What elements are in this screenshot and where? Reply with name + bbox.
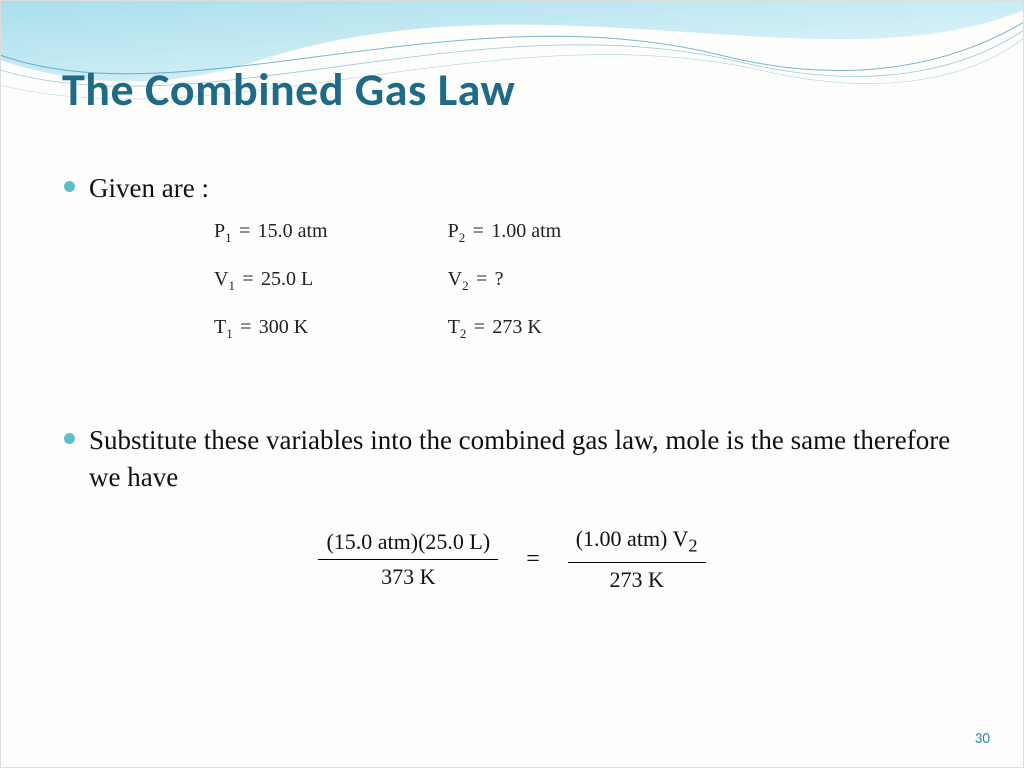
var-value: ? [495,268,504,290]
given-v2: V2=? [448,268,562,294]
var-label: V [448,268,462,290]
slide: The Combined Gas Law Given are : P1=15.0… [0,0,1024,768]
var-value: 273 K [492,316,541,338]
var-value: 25.0 L [261,268,313,290]
bullet-dot-icon [64,433,75,444]
given-p2: P2=1.00 atm [448,220,562,246]
var-value: 15.0 atm [258,220,328,242]
bullet-item: Substitute these variables into the comb… [64,422,960,495]
var-label: T [214,316,226,338]
var-value: 1.00 atm [491,220,561,242]
equation-right-numerator: (1.00 atm) V2 [568,525,706,562]
bullet-dot-icon [64,181,75,192]
combined-gas-law-equation: (15.0 atm)(25.0 L) 373 K = (1.00 atm) V2… [64,525,960,594]
given-column-final: P2=1.00 atm V2=? T2=273 K [448,220,562,342]
bullet-text: Given are : [89,170,209,206]
equation-right-denominator: 273 K [601,563,671,595]
given-column-initial: P1=15.0 atm V1=25.0 L T1=300 K [214,220,328,342]
bullet-text: Substitute these variables into the comb… [89,422,960,495]
equation-left-numerator: (15.0 atm)(25.0 L) [318,528,498,561]
slide-title: The Combined Gas Law [62,62,515,118]
var-label: P [448,220,459,242]
var-value: 300 K [259,316,308,338]
var-label: V [214,268,228,290]
equation-left-denominator: 373 K [373,560,443,592]
equals-sign: = [526,546,540,573]
given-v1: V1=25.0 L [214,268,328,294]
equation-left-fraction: (15.0 atm)(25.0 L) 373 K [318,528,498,592]
given-values-block: P1=15.0 atm V1=25.0 L T1=300 K P2=1.00 a… [214,220,960,342]
page-number: 30 [975,730,990,748]
slide-content: Given are : P1=15.0 atm V1=25.0 L T1=300… [64,170,960,594]
numerator-text: (1.00 atm) V [576,526,689,551]
var-label: T [448,316,460,338]
var-label: P [214,220,225,242]
bullet-item: Given are : [64,170,960,206]
numerator-subscript: 2 [688,536,697,556]
equation-right-fraction: (1.00 atm) V2 273 K [568,525,706,594]
given-t1: T1=300 K [214,316,328,342]
given-t2: T2=273 K [448,316,562,342]
given-p1: P1=15.0 atm [214,220,328,246]
